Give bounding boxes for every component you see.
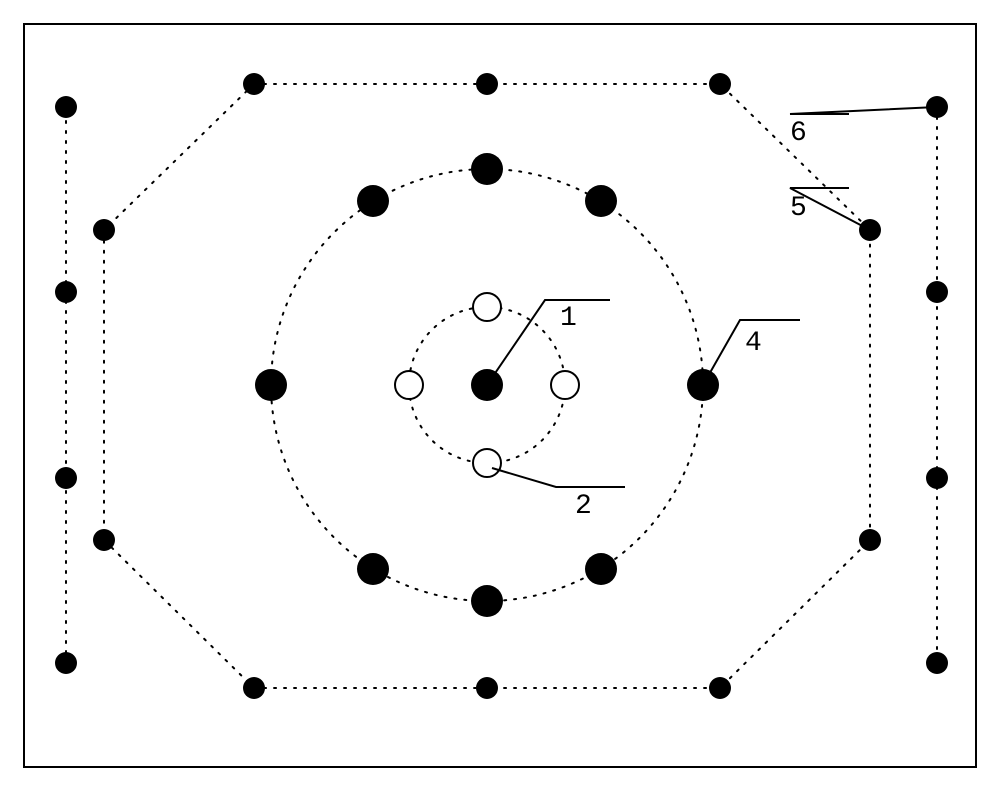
label-1: 1 bbox=[560, 303, 577, 334]
node-dot bbox=[476, 677, 498, 699]
node-dot-large bbox=[471, 153, 503, 185]
node-dot bbox=[93, 529, 115, 551]
node-dot bbox=[926, 467, 948, 489]
label-4: 4 bbox=[745, 328, 762, 359]
label-5: 5 bbox=[790, 193, 807, 224]
node-dot-large bbox=[585, 553, 617, 585]
node-dot-large bbox=[357, 185, 389, 217]
node-dot bbox=[709, 677, 731, 699]
open-node-dot bbox=[551, 371, 579, 399]
label-6: 6 bbox=[790, 118, 807, 149]
node-dot bbox=[926, 281, 948, 303]
label-2-leader bbox=[492, 468, 625, 487]
node-dot-large bbox=[471, 585, 503, 617]
node-dot bbox=[55, 467, 77, 489]
label-1-leader bbox=[487, 300, 610, 385]
node-dot bbox=[243, 677, 265, 699]
node-dot bbox=[55, 281, 77, 303]
node-dot-large bbox=[255, 369, 287, 401]
node-dot-large bbox=[585, 185, 617, 217]
node-dot bbox=[55, 96, 77, 118]
node-dot bbox=[926, 652, 948, 674]
node-dot bbox=[243, 73, 265, 95]
node-dot bbox=[93, 219, 115, 241]
node-dot bbox=[55, 652, 77, 674]
open-node-dot bbox=[473, 449, 501, 477]
outer-frame bbox=[24, 24, 976, 767]
open-node-dot bbox=[395, 371, 423, 399]
node-dot bbox=[476, 73, 498, 95]
label-6-leader bbox=[790, 107, 937, 114]
node-dot-large bbox=[357, 553, 389, 585]
label-2: 2 bbox=[575, 491, 592, 522]
open-node-dot bbox=[473, 293, 501, 321]
node-dot bbox=[859, 529, 881, 551]
node-dot bbox=[709, 73, 731, 95]
